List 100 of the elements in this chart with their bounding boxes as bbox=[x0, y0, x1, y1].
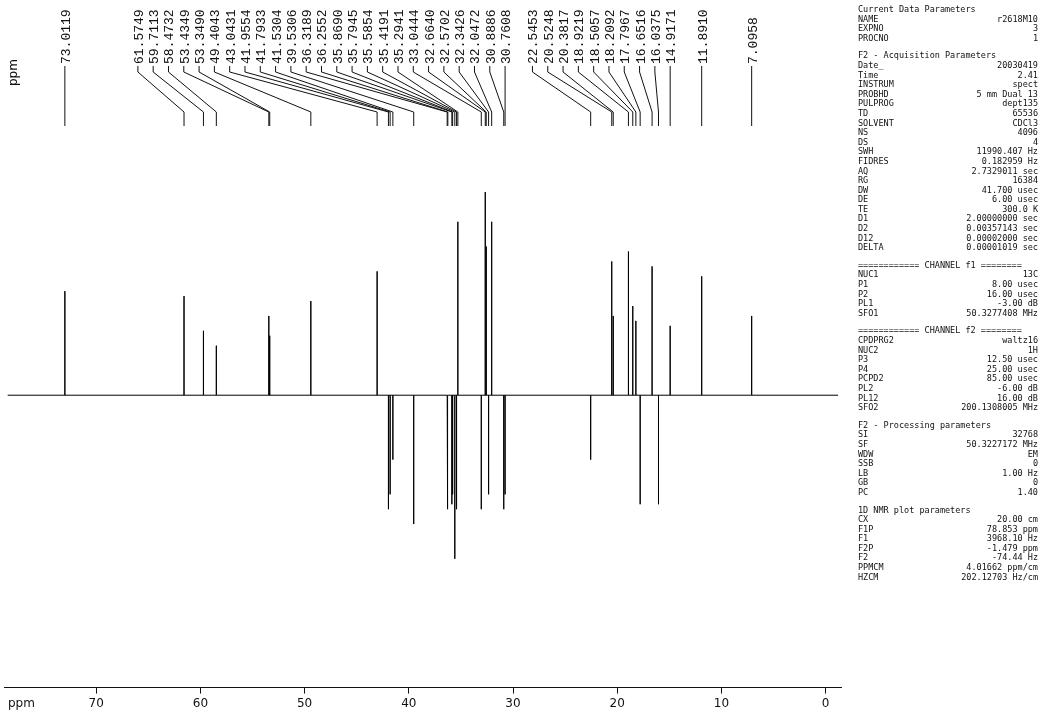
text: CX 20.00 cm bbox=[858, 514, 1038, 525]
text: 30.7608 bbox=[499, 9, 515, 64]
text: 39.5306 bbox=[284, 9, 300, 64]
text: TD 65536 bbox=[858, 107, 1038, 118]
text: Date_ 20030419 bbox=[858, 59, 1038, 70]
text: P2 16.00 usec bbox=[858, 288, 1038, 299]
text: 17.7967 bbox=[618, 9, 634, 64]
text: D12 0.00002000 sec bbox=[858, 232, 1038, 243]
text: WDW EM bbox=[858, 448, 1038, 459]
text: 11.8910 bbox=[695, 9, 711, 64]
text: 22.5453 bbox=[526, 9, 542, 64]
text: AQ 2.7329011 sec bbox=[858, 165, 1038, 176]
text: 30.8886 bbox=[483, 9, 499, 64]
text: HZCM 202.12703 Hz/cm bbox=[858, 571, 1038, 582]
text: Current Data Parameters bbox=[858, 4, 976, 15]
text: ============ CHANNEL f1 ======== bbox=[858, 259, 1022, 270]
text: 32.0472 bbox=[468, 9, 484, 64]
text: NS 4096 bbox=[858, 127, 1038, 138]
x-tick-label: 40 bbox=[401, 695, 417, 710]
text: PC 1.40 bbox=[858, 486, 1038, 497]
text: PPMCM 4.01662 ppm/cm bbox=[858, 562, 1038, 573]
text: NAME r2618M10 bbox=[858, 13, 1038, 24]
text: 1D NMR plot parameters bbox=[858, 504, 971, 515]
text: DS 4 bbox=[858, 136, 1038, 147]
text: NUC1 13C bbox=[858, 269, 1038, 280]
text: D2 0.00357143 sec bbox=[858, 223, 1038, 234]
text: 32.3426 bbox=[453, 9, 469, 64]
text: DW 41.700 usec bbox=[858, 184, 1038, 195]
text: 16.6516 bbox=[633, 9, 649, 64]
text: 41.7933 bbox=[254, 9, 270, 64]
text: 49.4043 bbox=[208, 9, 224, 64]
text: 41.9554 bbox=[238, 9, 254, 64]
text: F1 3968.10 Hz bbox=[858, 533, 1038, 544]
text: RG 16384 bbox=[858, 175, 1038, 186]
text: P1 8.00 usec bbox=[858, 279, 1038, 290]
x-tick-label: 30 bbox=[505, 695, 521, 710]
text: F1P 78.853 ppm bbox=[858, 523, 1038, 534]
text: 61.5749 bbox=[131, 9, 147, 64]
text: 16.0375 bbox=[648, 9, 664, 64]
text: 35.7945 bbox=[346, 9, 362, 64]
x-tick-label: 20 bbox=[609, 695, 625, 710]
x-tick-label: 70 bbox=[88, 695, 104, 710]
text: D1 2.00000000 sec bbox=[858, 213, 1038, 224]
x-axis-title: ppm bbox=[8, 695, 35, 710]
text: P4 25.00 usec bbox=[858, 363, 1038, 374]
text: LB 1.00 Hz bbox=[858, 467, 1038, 478]
text: PL1 -3.00 dB bbox=[858, 298, 1038, 309]
text: 33.0444 bbox=[407, 9, 423, 64]
text: PULPROG dept135 bbox=[858, 98, 1038, 109]
text: P3 12.50 usec bbox=[858, 354, 1038, 365]
text: 43.0431 bbox=[223, 9, 239, 64]
x-tick-label: 0 bbox=[821, 695, 830, 710]
text: PL12 16.00 dB bbox=[858, 392, 1038, 403]
text: SWH 11990.407 Hz bbox=[858, 146, 1038, 157]
text: F2P -1.479 ppm bbox=[858, 542, 1038, 553]
text: F2 - Processing parameters bbox=[858, 419, 992, 430]
text: 18.9219 bbox=[572, 9, 588, 64]
text: CPDPRG2 waltz16 bbox=[858, 335, 1038, 345]
text: 73.0119 bbox=[58, 9, 74, 64]
text: F2 - Acquisition Parameters bbox=[858, 50, 997, 61]
text: DELTA 0.00001019 sec bbox=[858, 242, 1038, 253]
text: 32.6640 bbox=[422, 9, 438, 64]
text: 36.2552 bbox=[315, 9, 331, 64]
text: 18.5057 bbox=[587, 9, 603, 64]
text: DE 6.00 usec bbox=[858, 194, 1038, 205]
text: 20.3817 bbox=[557, 9, 573, 64]
text: EXPNO 3 bbox=[858, 23, 1038, 34]
x-tick-label: 50 bbox=[296, 695, 313, 710]
text: PCPD2 85.00 usec bbox=[858, 373, 1038, 384]
text: 35.4191 bbox=[376, 9, 392, 64]
text: FIDRES 0.182959 Hz bbox=[858, 155, 1038, 166]
text: GB 0 bbox=[858, 477, 1038, 488]
text: 53.3490 bbox=[193, 9, 209, 64]
text: ppm bbox=[6, 59, 20, 86]
text: NUC2 1H bbox=[858, 344, 1038, 355]
text: SI 32768 bbox=[858, 429, 1038, 440]
text: SOLVENT CDCl3 bbox=[858, 117, 1038, 128]
text: Time 2.41 bbox=[858, 69, 1038, 80]
text: 35.2941 bbox=[391, 9, 407, 64]
text: PROBHD 5 mm Dual 13 bbox=[858, 88, 1038, 99]
text: INSTRUM spect bbox=[858, 79, 1038, 90]
text: 35.5854 bbox=[361, 9, 377, 64]
text: 18.2092 bbox=[602, 9, 618, 64]
text: TE 300.0 K bbox=[858, 203, 1038, 214]
text: SFO1 50.3277408 MHz bbox=[858, 307, 1038, 318]
text: 14.9171 bbox=[664, 9, 680, 64]
text: 32.5702 bbox=[437, 9, 453, 64]
text: SF 50.3227172 MHz bbox=[858, 438, 1038, 449]
text: ============ CHANNEL f2 ======== bbox=[858, 325, 1022, 336]
text: 53.4349 bbox=[177, 9, 193, 64]
x-tick-label: 60 bbox=[192, 695, 209, 710]
x-tick-label: 10 bbox=[713, 695, 730, 710]
text: 20.5248 bbox=[541, 9, 557, 64]
text: 59.7113 bbox=[147, 9, 163, 64]
text: 36.3189 bbox=[300, 9, 316, 64]
text: 35.8690 bbox=[330, 9, 346, 64]
text: PROCNO 1 bbox=[858, 32, 1038, 43]
text: PL2 -6.00 dB bbox=[858, 382, 1038, 393]
text: 58.4732 bbox=[162, 9, 178, 64]
text: 7.0958 bbox=[745, 17, 761, 64]
